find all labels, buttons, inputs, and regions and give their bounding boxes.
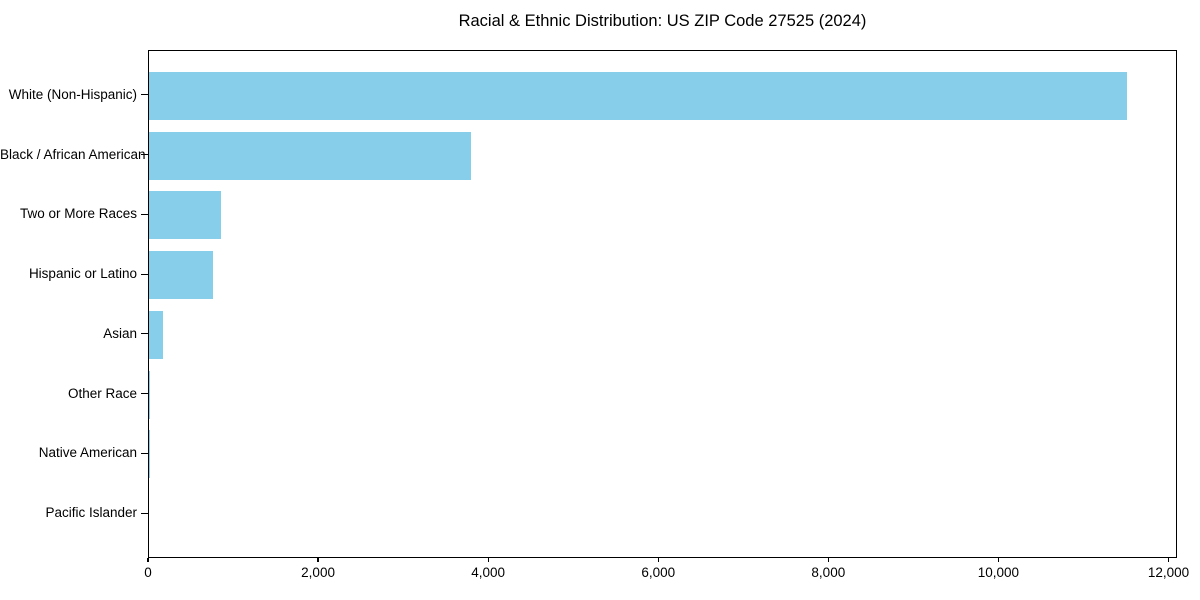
y-tick-mark [141,94,148,96]
x-tick-label: 2,000 [301,565,335,580]
x-tick-label: 0 [144,565,152,580]
x-tick-label: 8,000 [811,565,846,580]
plot-area [148,50,1177,558]
y-tick-label: Black / African American [0,146,146,162]
y-tick-label: Native American [38,445,137,461]
bar [149,310,164,359]
bar [149,251,214,300]
bar [149,370,151,419]
bar [149,191,222,240]
y-tick-mark [141,273,148,275]
x-tick-mark [317,558,319,562]
y-tick-mark [141,512,148,514]
bar [149,131,472,180]
y-tick-label: Two or More Races [19,206,137,222]
x-tick-mark [657,558,659,562]
x-tick-label: 6,000 [641,565,676,580]
x-tick-mark [1167,558,1170,562]
x-tick-mark [827,558,829,562]
y-tick-mark [141,213,148,215]
x-tick-label: 10,000 [977,565,1020,580]
y-tick-label: Pacific Islander [45,505,137,521]
y-tick-mark [141,153,148,156]
y-tick-mark [141,333,148,335]
y-tick-label: Asian [103,325,137,341]
x-tick-mark [147,558,149,562]
y-tick-label: Hispanic or Latino [28,266,137,282]
chart-title: Racial & Ethnic Distribution: US ZIP Cod… [458,12,867,30]
x-tick-label: 4,000 [471,565,506,580]
y-tick-mark [141,393,148,395]
x-tick-label: 12,000 [1147,565,1190,580]
x-tick-mark [997,558,999,562]
y-tick-label: Other Race [67,385,137,401]
y-tick-mark [141,452,148,454]
bar [149,71,1127,120]
y-tick-label: White (Non-Hispanic) [8,86,137,102]
x-tick-mark [487,558,489,562]
